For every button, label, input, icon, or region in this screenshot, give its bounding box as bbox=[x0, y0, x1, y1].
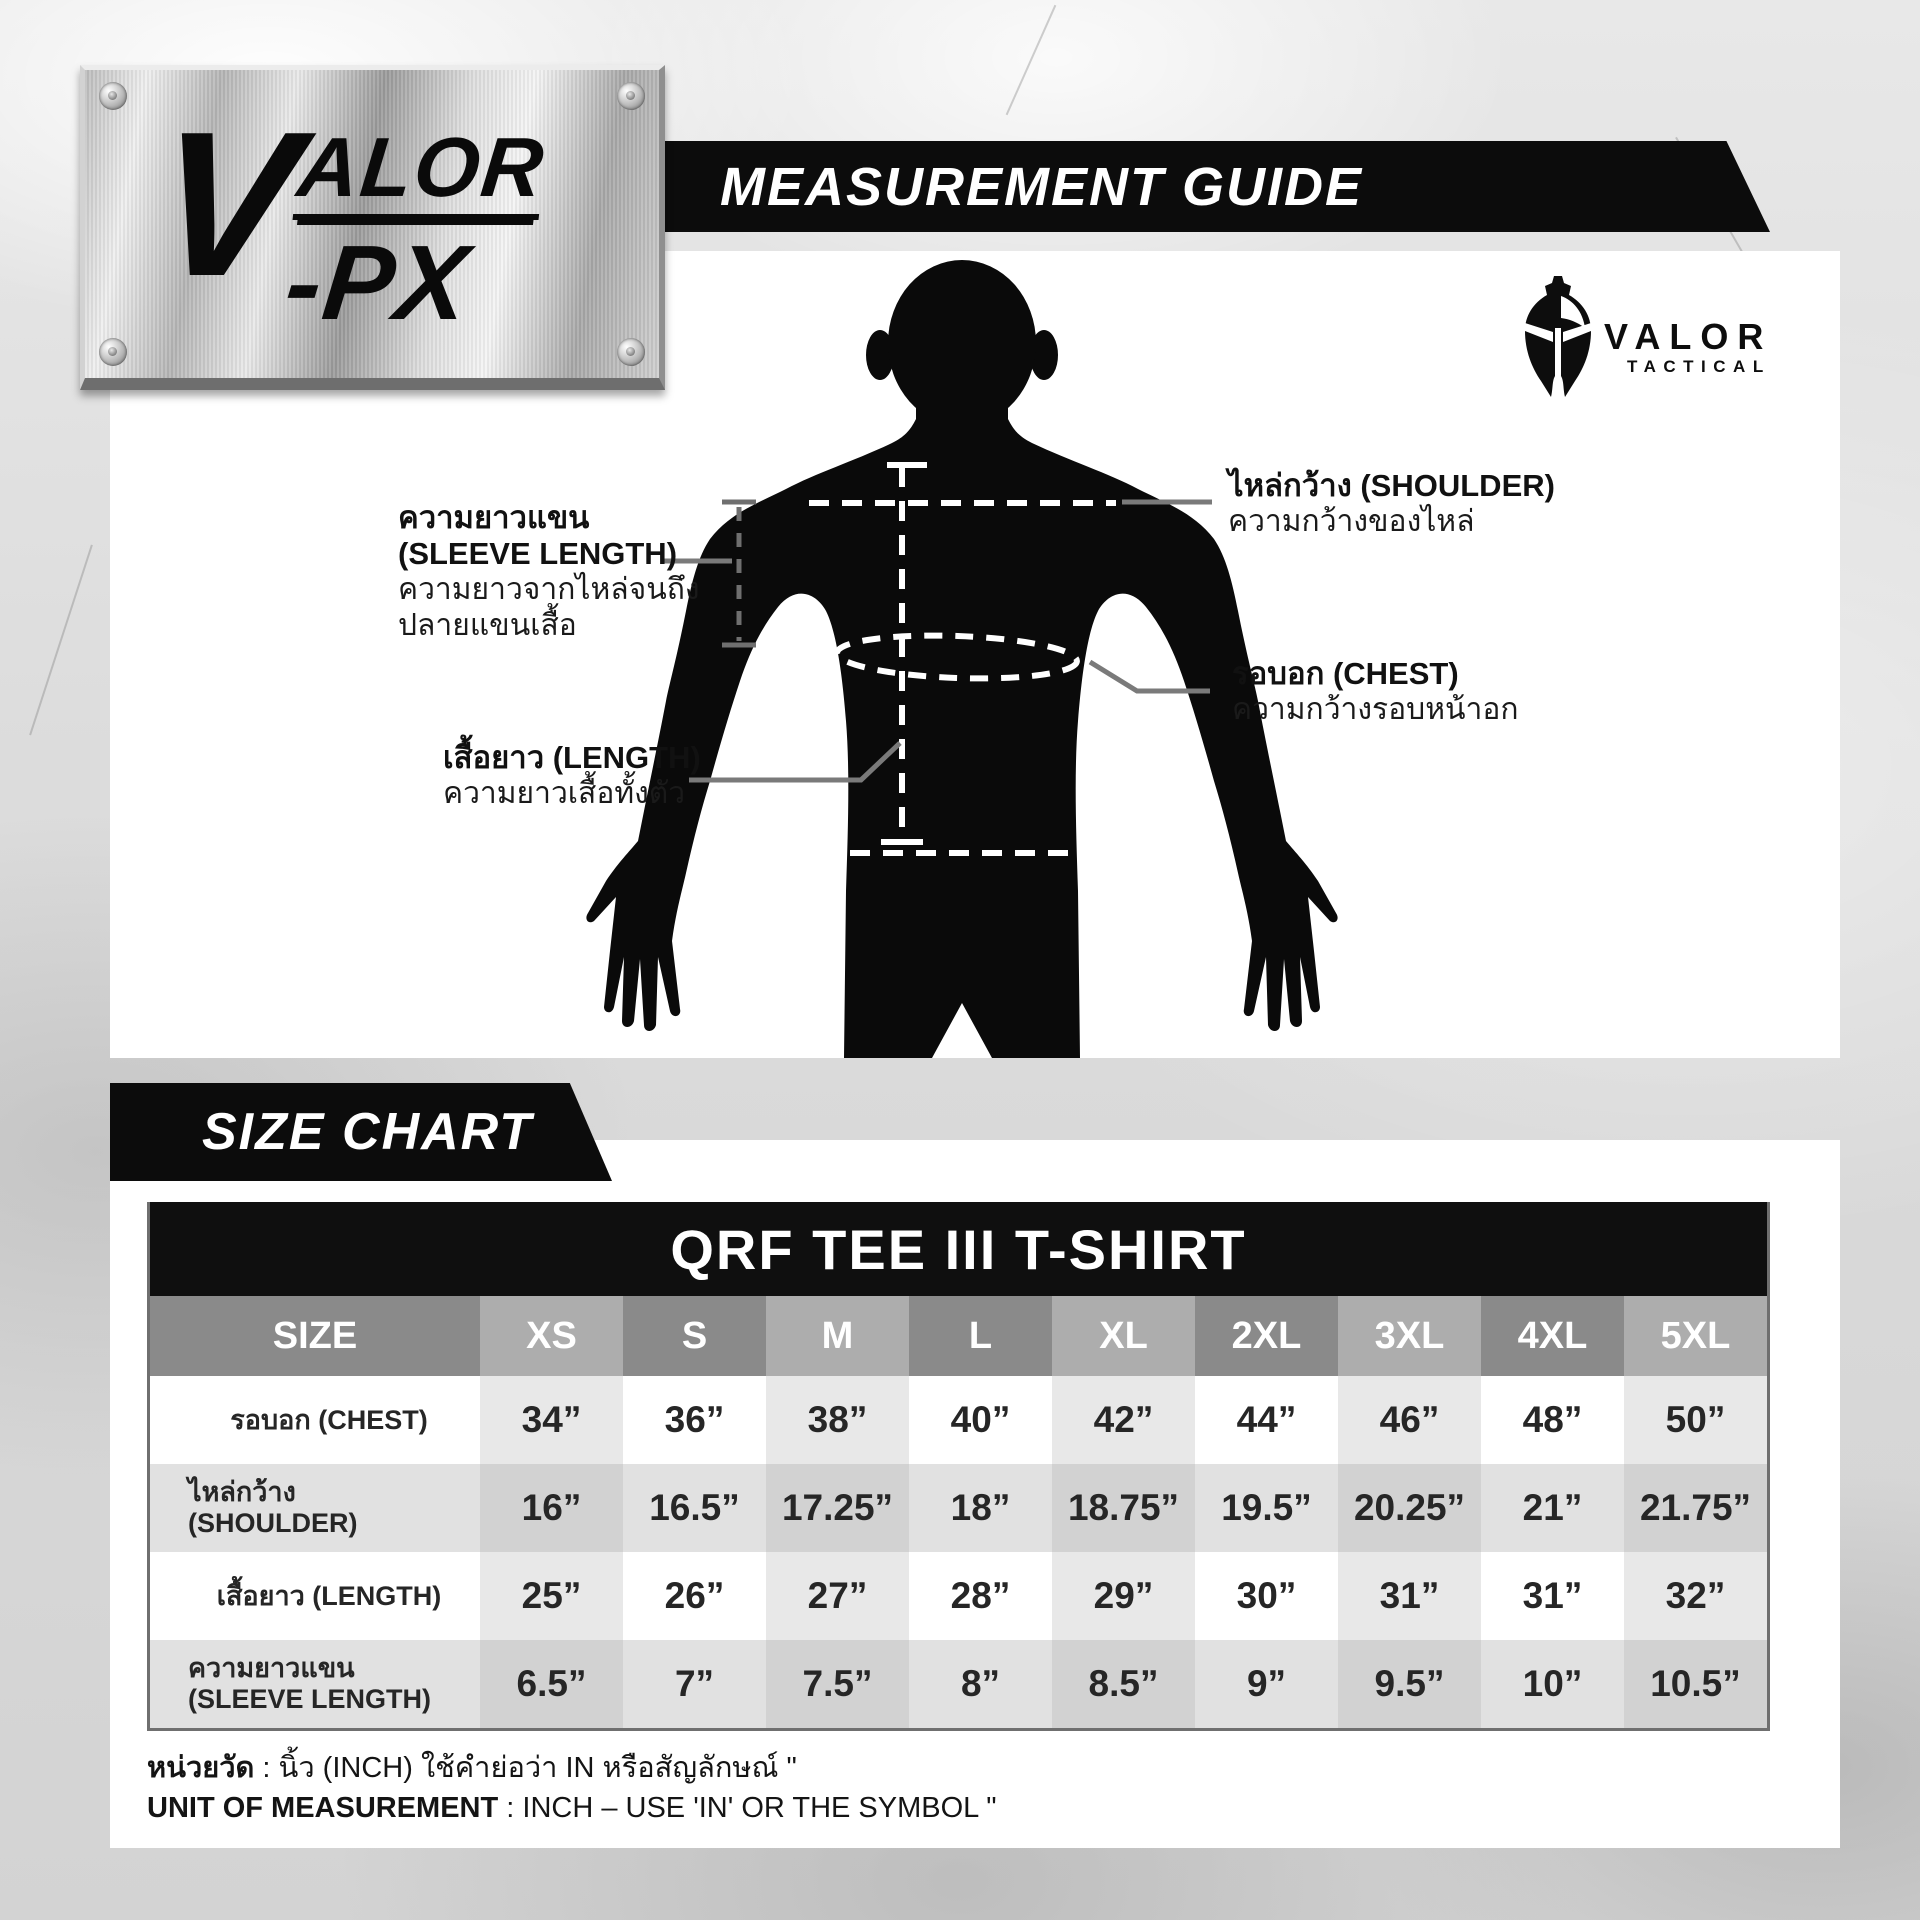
size-column-header-3XL: 3XL bbox=[1338, 1296, 1481, 1376]
size-value-cell: 25” bbox=[480, 1552, 623, 1640]
size-table: QRF TEE III T-SHIRT SIZE XS S M L XL 2XL 3XL 4XL… bbox=[147, 1202, 1770, 1731]
size-row-label: เสื้อยาว (LENGTH) bbox=[150, 1552, 480, 1640]
chest-desc: ความกว้างรอบหน้าอก bbox=[1232, 693, 1519, 726]
size-column-header-XS: XS bbox=[480, 1296, 623, 1376]
length-desc: ความยาวเสื้อทั้งตัว bbox=[443, 777, 686, 810]
screw-icon bbox=[99, 338, 127, 366]
chest-annotation: รอบอก (CHEST) ความกว้างรอบหน้าอก bbox=[1232, 656, 1519, 728]
size-value-cell: 7” bbox=[623, 1640, 766, 1728]
shoulder-label: ไหล่กว้าง (SHOULDER) bbox=[1228, 468, 1555, 503]
size-value-cell: 42” bbox=[1052, 1376, 1195, 1464]
spartan-helmet-icon bbox=[1525, 276, 1591, 397]
size-value-cell: 6.5” bbox=[480, 1640, 623, 1728]
size-value-cell: 27” bbox=[766, 1552, 909, 1640]
valor-tactical-subtitle: TACTICAL bbox=[1627, 357, 1771, 376]
size-value-cell: 9.5” bbox=[1338, 1640, 1481, 1728]
valor-px-logo-plate: V ALOR -PX bbox=[80, 65, 665, 390]
size-value-cell: 31” bbox=[1338, 1552, 1481, 1640]
logo-alor-text: ALOR bbox=[292, 120, 549, 220]
size-value-cell: 18” bbox=[909, 1464, 1052, 1552]
size-value-cell: 38” bbox=[766, 1376, 909, 1464]
size-column-header-2XL: 2XL bbox=[1195, 1296, 1338, 1376]
size-column-header-4XL: 4XL bbox=[1481, 1296, 1624, 1376]
size-value-cell: 36” bbox=[623, 1376, 766, 1464]
screw-icon bbox=[99, 82, 127, 110]
sleeve-desc-line2: ปลายแขนเสื้อ bbox=[398, 609, 577, 642]
size-value-cell: 16” bbox=[480, 1464, 623, 1552]
shoulder-annotation: ไหล่กว้าง (SHOULDER) ความกว้างของไหล่ bbox=[1228, 468, 1555, 540]
size-column-header-M: M bbox=[766, 1296, 909, 1376]
size-column-header-XL: XL bbox=[1052, 1296, 1195, 1376]
size-value-cell: 8.5” bbox=[1052, 1640, 1195, 1728]
unit-notes: หน่วยวัด : นิ้ว (INCH) ใช้คำย่อว่า IN หร… bbox=[147, 1748, 997, 1828]
size-chart-banner: SIZE CHART bbox=[110, 1083, 612, 1181]
size-row-label: ไหล่กว้าง (SHOULDER) bbox=[150, 1464, 480, 1552]
background-crack bbox=[29, 544, 93, 736]
size-column-header-SIZE: SIZE bbox=[150, 1296, 480, 1376]
size-value-cell: 20.25” bbox=[1338, 1464, 1481, 1552]
size-table-grid: SIZE XS S M L XL 2XL 3XL 4XL 5XL รอบอก (CHEST) 34” 3… bbox=[150, 1296, 1767, 1728]
measurement-guide-title: MEASUREMENT GUIDE bbox=[720, 156, 1364, 217]
size-value-cell: 8” bbox=[909, 1640, 1052, 1728]
size-value-cell: 17.25” bbox=[766, 1464, 909, 1552]
size-value-cell: 46” bbox=[1338, 1376, 1481, 1464]
size-row-label: ความยาวแขน (SLEEVE LENGTH) bbox=[150, 1640, 480, 1728]
size-value-cell: 16.5” bbox=[623, 1464, 766, 1552]
shoulder-desc: ความกว้างของไหล่ bbox=[1228, 505, 1475, 538]
background-crack bbox=[1005, 4, 1057, 116]
sleeve-label-en: (SLEEVE LENGTH) bbox=[398, 536, 678, 571]
screw-icon bbox=[617, 82, 645, 110]
measurement-guide-banner: MEASUREMENT GUIDE bbox=[560, 141, 1770, 232]
unit-note-line: UNIT OF MEASUREMENT : INCH – USE 'IN' OR… bbox=[147, 1792, 997, 1824]
size-value-cell: 34” bbox=[480, 1376, 623, 1464]
size-value-cell: 44” bbox=[1195, 1376, 1338, 1464]
size-value-cell: 21” bbox=[1481, 1464, 1624, 1552]
sleeve-length-annotation: ความยาวแขน (SLEEVE LENGTH) ความยาวจากไหล… bbox=[398, 500, 700, 644]
size-value-cell: 50” bbox=[1624, 1376, 1767, 1464]
size-column-header-5XL: 5XL bbox=[1624, 1296, 1767, 1376]
size-value-cell: 19.5” bbox=[1195, 1464, 1338, 1552]
size-value-cell: 48” bbox=[1481, 1376, 1624, 1464]
size-value-cell: 26” bbox=[623, 1552, 766, 1640]
size-value-cell: 18.75” bbox=[1052, 1464, 1195, 1552]
size-value-cell: 7.5” bbox=[766, 1640, 909, 1728]
length-label: เสื้อยาว (LENGTH) bbox=[443, 740, 701, 775]
size-value-cell: 10” bbox=[1481, 1640, 1624, 1728]
sleeve-desc-line1: ความยาวจากไหล่จนถึง bbox=[398, 573, 700, 606]
size-value-cell: 9” bbox=[1195, 1640, 1338, 1728]
unit-note-line: หน่วยวัด : นิ้ว (INCH) ใช้คำย่อว่า IN หร… bbox=[147, 1752, 797, 1784]
length-annotation: เสื้อยาว (LENGTH) ความยาวเสื้อทั้งตัว bbox=[443, 740, 701, 812]
size-column-header-S: S bbox=[623, 1296, 766, 1376]
size-value-cell: 10.5” bbox=[1624, 1640, 1767, 1728]
size-value-cell: 29” bbox=[1052, 1552, 1195, 1640]
size-value-cell: 28” bbox=[909, 1552, 1052, 1640]
size-value-cell: 32” bbox=[1624, 1552, 1767, 1640]
size-value-cell: 30” bbox=[1195, 1552, 1338, 1640]
size-value-cell: 40” bbox=[909, 1376, 1052, 1464]
size-table-product-title: QRF TEE III T-SHIRT bbox=[150, 1202, 1767, 1296]
sleeve-label-th: ความยาวแขน bbox=[398, 500, 590, 535]
size-chart-title: SIZE CHART bbox=[202, 1103, 534, 1161]
size-column-header-L: L bbox=[909, 1296, 1052, 1376]
size-value-cell: 31” bbox=[1481, 1552, 1624, 1640]
screw-icon bbox=[617, 338, 645, 366]
body-silhouette-diagram bbox=[586, 260, 1338, 1058]
chest-label: รอบอก (CHEST) bbox=[1232, 656, 1459, 691]
size-row-label: รอบอก (CHEST) bbox=[150, 1376, 480, 1464]
size-value-cell: 21.75” bbox=[1624, 1464, 1767, 1552]
valor-tactical-wordmark: VALOR bbox=[1604, 316, 1773, 357]
